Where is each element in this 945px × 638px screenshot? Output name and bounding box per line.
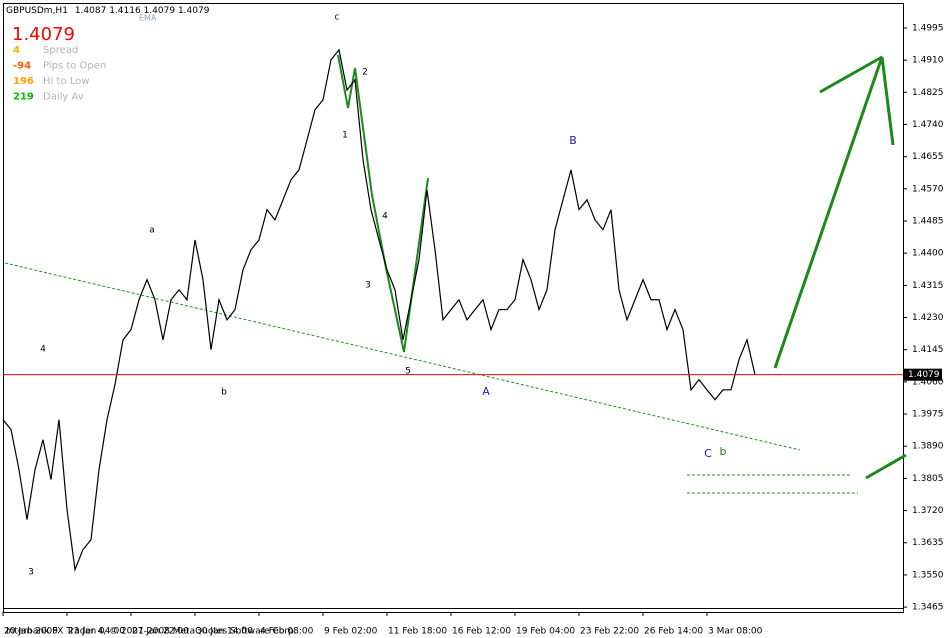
- x-tick-label: 30 Jan 14:00: [196, 627, 253, 637]
- info-value: 4: [13, 45, 20, 56]
- info-label: Hi to Low: [43, 76, 89, 87]
- wave-label: c: [335, 13, 340, 23]
- forecast-arrow: [819, 55, 883, 94]
- y-tick-label: 1.3720: [912, 506, 944, 516]
- high: 1.4116: [109, 6, 141, 16]
- low: 1.4079: [144, 6, 176, 16]
- wave-label: C: [704, 447, 712, 460]
- y-tick-label: 1.4485: [912, 217, 944, 227]
- x-tick-label: 3 Mar 08:00: [708, 627, 763, 637]
- y-tick-label: 1.4400: [912, 249, 944, 259]
- wave-label: B: [569, 134, 577, 147]
- y-tick-label: 1.4315: [912, 281, 944, 291]
- x-tick-label: 26 Feb 14:00: [644, 627, 703, 637]
- y-tick-label: 1.3635: [912, 538, 944, 548]
- close: 1.4079: [178, 6, 210, 16]
- y-tick-label: 1.4145: [912, 345, 944, 355]
- x-tick-label: 23 Feb 22:00: [580, 627, 639, 637]
- y-tick-label: 1.4740: [912, 120, 944, 130]
- wave-label: 2: [362, 68, 368, 78]
- y-tick-label: 1.4230: [912, 313, 944, 323]
- x-tick-label: 9 Feb 02:00: [324, 627, 378, 637]
- indicator-label: EMA: [139, 14, 157, 23]
- y-tick-label: 1.4570: [912, 184, 944, 194]
- copyright: Interbank FX Trader 4, © 2001-2008 MetaQ…: [6, 627, 297, 637]
- info-value: -94: [13, 61, 31, 72]
- x-tick-label: 19 Feb 04:00: [516, 627, 575, 637]
- info-label: Pips to Open: [43, 61, 106, 72]
- current-price-display: 1.4079: [12, 24, 75, 45]
- current-price-box: [904, 368, 942, 381]
- y-tick-label: 1.3465: [912, 603, 944, 613]
- forecast-arrow: [865, 453, 907, 480]
- y-tick-label: 1.3550: [912, 570, 944, 580]
- y-tick-label: 1.4655: [912, 152, 944, 162]
- info-label: Daily Av: [43, 92, 84, 103]
- info-value: 196: [13, 76, 34, 87]
- info-value: 219: [13, 92, 34, 103]
- x-tick-label: 20 Jan 2009: [4, 627, 58, 637]
- wave-label: 3: [365, 281, 371, 291]
- trend-line: [4, 262, 801, 451]
- x-tick-label: 16 Feb 12:00: [452, 627, 511, 637]
- current-price-label: 1.4079: [908, 370, 940, 380]
- wave-label: 4: [40, 345, 46, 355]
- open: 1.4087: [75, 6, 107, 16]
- x-tick-label: 11 Feb 18:00: [388, 627, 447, 637]
- wave-label: b: [720, 445, 727, 458]
- plot-frame: [3, 3, 904, 613]
- wave-label: a: [149, 226, 155, 236]
- x-tick-label: 23 Jan 04:00: [68, 627, 125, 637]
- wave-label: b: [221, 388, 227, 398]
- x-tick-label: 27 Jan 22:00: [132, 627, 189, 637]
- y-tick-label: 1.4060: [912, 377, 944, 387]
- chart-header: GBPUSDm,H1 1.4087 1.4116 1.4079 1.4079: [6, 6, 210, 16]
- y-tick-label: 1.4910: [912, 56, 944, 66]
- y-tick-label: 1.4825: [912, 88, 944, 98]
- y-tick-label: 1.3975: [912, 410, 944, 420]
- series-layer: [2, 48, 756, 572]
- wave-label: 3: [28, 568, 34, 578]
- x-tick-label: 4 Feb 08:00: [260, 627, 314, 637]
- wave-label: A: [482, 385, 490, 398]
- y-tick-label: 1.3890: [912, 442, 944, 452]
- wave-path: [337, 54, 429, 353]
- y-tick-label: 1.3805: [912, 474, 944, 484]
- wave-label: 1: [342, 131, 348, 141]
- wave-label: 4: [382, 212, 388, 222]
- price-line: [2, 48, 756, 572]
- symbol: GBPUSDm,H1: [6, 6, 68, 16]
- wave-label: 5: [405, 367, 411, 377]
- info-label: Spread: [43, 45, 78, 56]
- y-tick-label: 1.4995: [912, 23, 944, 33]
